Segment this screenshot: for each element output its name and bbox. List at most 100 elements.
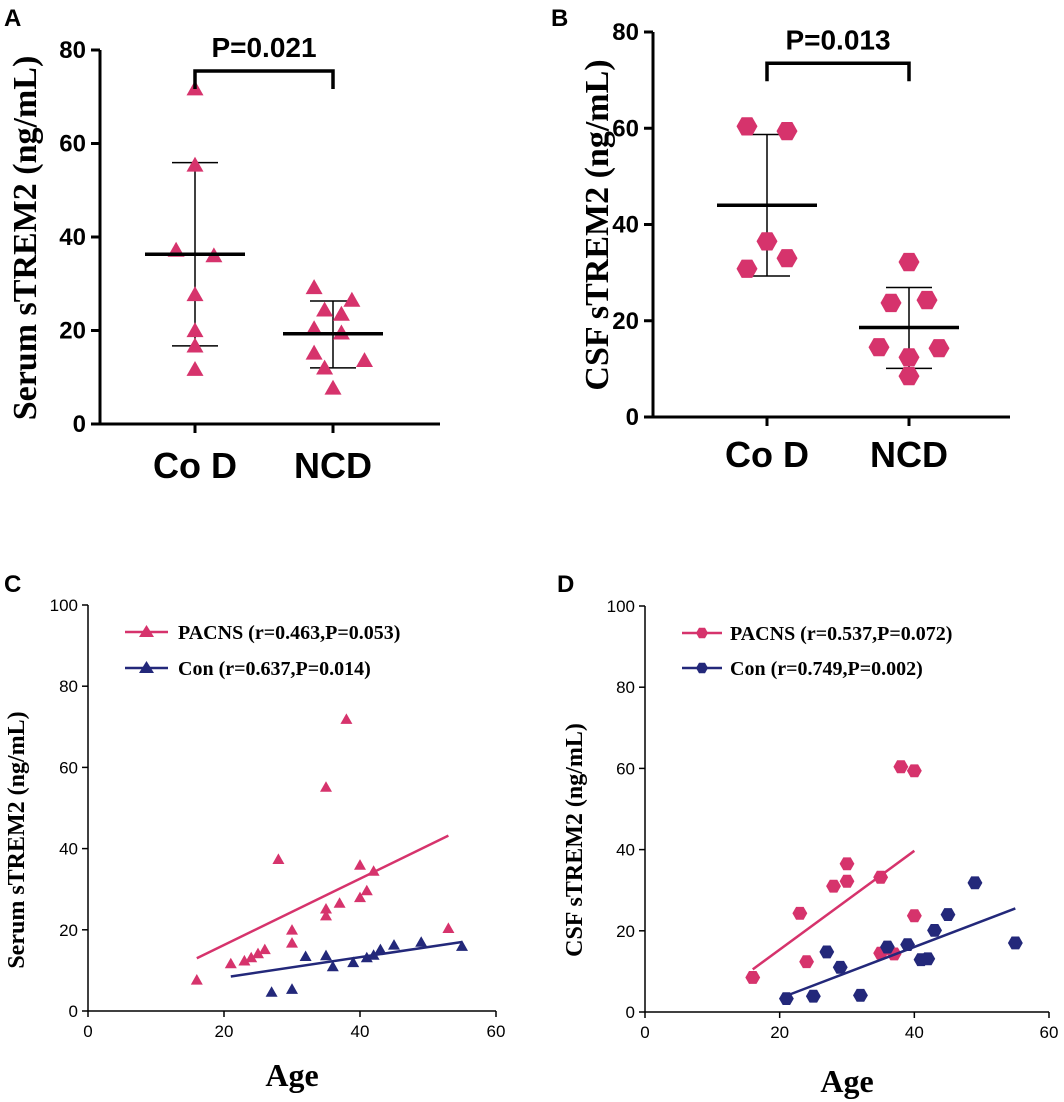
legend-label: PACNS (r=0.463,P=0.053): [178, 622, 400, 644]
data-point: [333, 897, 346, 908]
data-point: [186, 286, 204, 302]
y-axis-label: CSF sTREM2 (ng/mL): [579, 59, 616, 390]
data-point: [927, 924, 942, 937]
data-point: [305, 344, 323, 360]
data-point: [873, 870, 889, 884]
data-point: [186, 156, 204, 172]
data-point: [305, 320, 323, 336]
data-point: [340, 713, 353, 724]
y-tick-label: 100: [607, 597, 635, 616]
panel-a: A Serum sTREM2 (ng/mL) 0 20 40 60 80 Co D NCD P…: [4, 5, 440, 486]
legend-label: Con (r=0.637,P=0.014): [178, 658, 371, 680]
data-point: [367, 949, 380, 960]
y-tick-label: 60: [59, 131, 86, 158]
data-point: [316, 301, 334, 317]
data-point: [916, 290, 938, 310]
x-tick-label: 60: [1040, 1023, 1059, 1042]
data-point: [320, 903, 332, 914]
significance-bracket: [193, 69, 335, 90]
panel-d: D CSF sTREM2 (ng/mL) Age 0 20 40 60 80 100 0 20…: [557, 571, 1058, 1099]
data-point: [868, 338, 890, 357]
data-point: [299, 950, 312, 961]
data-point: [880, 940, 895, 954]
data-point: [286, 924, 298, 935]
regression-line: [751, 849, 916, 971]
data-point: [826, 879, 841, 893]
y-tick-label: 20: [59, 318, 86, 345]
data-point: [756, 232, 778, 251]
data-point: [354, 859, 366, 870]
y-axis-label: Serum sTREM2 (ng/mL): [4, 711, 30, 968]
x-tick-label: 60: [487, 1022, 506, 1041]
data-point: [388, 939, 400, 950]
data-point: [880, 293, 902, 313]
data-point: [776, 249, 798, 268]
x-axis-label: Age: [265, 1057, 318, 1093]
y-tick-label: 80: [59, 677, 78, 696]
group-1: [283, 279, 383, 395]
legend: PACNS (r=0.537,P=0.072) Con (r=0.749,P=0…: [682, 623, 952, 680]
data-point: [456, 940, 468, 951]
y-tick-label: 60: [59, 758, 78, 777]
x-axis-label: Age: [820, 1063, 873, 1099]
legend-item-con: Con (r=0.749,P=0.002): [682, 658, 923, 680]
data-point: [186, 361, 204, 376]
y-tick-label: 0: [626, 1003, 635, 1022]
data-point: [839, 874, 855, 888]
data-point: [839, 857, 855, 871]
data-point: [805, 989, 821, 1003]
data-point: [898, 348, 920, 367]
plot-area: 0 20 40 60 80 Co D NCD P=0.021: [59, 32, 440, 486]
data-point: [238, 954, 251, 966]
series-pacns: [745, 760, 922, 984]
significance-bracket: [765, 61, 911, 82]
data-point: [326, 960, 339, 972]
data-point: [415, 936, 428, 947]
data-point: [258, 943, 271, 955]
data-point: [316, 359, 334, 375]
plot-area: 0 20 40 60 80 100 0 20 40 60: [50, 596, 506, 1041]
group-0: [145, 80, 245, 376]
data-point: [190, 974, 203, 985]
data-point: [928, 339, 950, 358]
panel-b: B CSF sTREM2 (ng/mL) 0 20 40 60 80 Co D NCD P=0…: [551, 5, 1010, 475]
panel-c: C Serum sTREM2 (ng/mL) Age 0204060801000…: [4, 571, 505, 1093]
y-axis-label: CSF sTREM2 (ng/mL): [562, 723, 588, 957]
data-point: [442, 922, 455, 933]
data-point: [745, 971, 761, 984]
x-tick-label: Co D: [153, 445, 237, 486]
x-tick-label: Co D: [725, 434, 809, 475]
y-tick-label: 100: [50, 596, 78, 615]
y-tick-label: 0: [69, 1002, 78, 1021]
y-tick-label: 40: [612, 212, 639, 239]
data-point: [374, 943, 387, 955]
data-point: [186, 337, 204, 353]
data-point: [779, 992, 794, 1005]
group-1: [859, 252, 959, 386]
data-point: [832, 960, 848, 974]
data-point: [343, 291, 361, 307]
data-point: [265, 986, 278, 997]
p-value-label: P=0.021: [211, 32, 316, 63]
regression-line: [196, 834, 449, 960]
x-tick-label: 0: [640, 1023, 649, 1042]
y-tick-label: 40: [59, 840, 78, 859]
data-point: [224, 957, 237, 969]
data-point: [332, 324, 350, 340]
legend-marker: [696, 662, 708, 674]
data-point: [320, 781, 332, 792]
y-tick-label: 60: [616, 759, 635, 778]
legend-item-pacns: PACNS (r=0.463,P=0.053): [125, 622, 400, 644]
data-point: [245, 951, 258, 963]
series-con: [779, 876, 1023, 1005]
legend-marker: [139, 661, 154, 673]
legend-item-con: Con (r=0.637,P=0.014): [125, 658, 371, 680]
x-tick-label: NCD: [294, 445, 372, 486]
data-point: [920, 952, 936, 966]
y-tick-label: 60: [612, 115, 639, 142]
data-point: [1007, 936, 1023, 950]
series-con: [230, 936, 468, 997]
y-tick-label: 80: [616, 678, 635, 697]
y-tick-label: 40: [59, 224, 86, 251]
x-tick-label: 0: [83, 1022, 92, 1041]
